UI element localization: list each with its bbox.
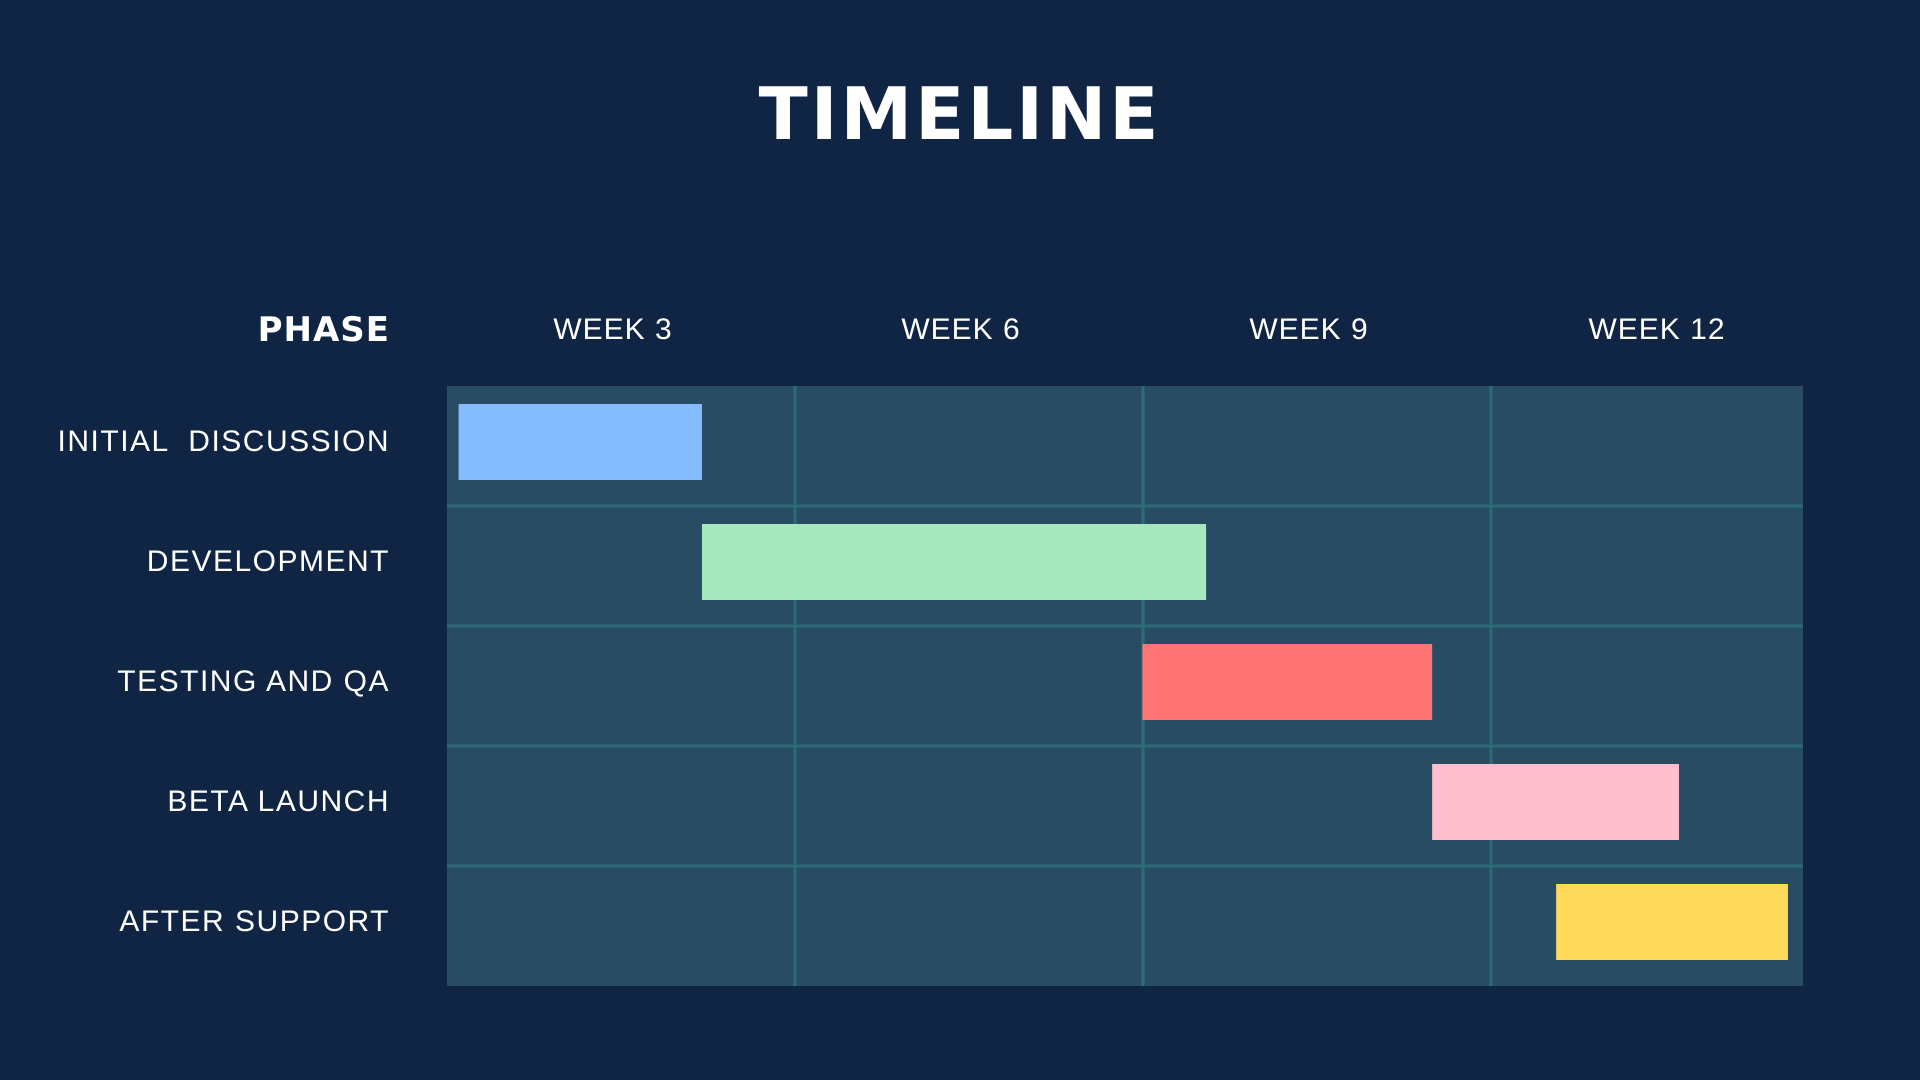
phase-label: DEVELOPMENT xyxy=(146,545,390,578)
phase-label: AFTER SUPPORT xyxy=(119,905,390,938)
phase-label: TESTING AND QA xyxy=(117,665,390,698)
gantt-bar-testing-and-qa xyxy=(1142,644,1433,720)
week-label: WEEK 9 xyxy=(1249,313,1369,346)
gantt-bar-after-support xyxy=(1556,884,1788,960)
phase-label: INITIAL DISCUSSION xyxy=(57,425,390,458)
gantt-bar-development xyxy=(701,524,1207,600)
timeline-grid xyxy=(447,386,1803,986)
timeline-grid-svg xyxy=(447,386,1803,986)
week-label: WEEK 12 xyxy=(1588,313,1726,346)
chart-title: TIMELINE xyxy=(758,72,1162,156)
phase-label: BETA LAUNCH xyxy=(167,785,390,818)
gantt-bar-initial-discussion xyxy=(458,404,702,480)
week-label: WEEK 3 xyxy=(553,313,673,346)
phase-column-header: PHASE xyxy=(257,310,390,350)
gantt-bar-beta-launch xyxy=(1432,764,1679,840)
week-label: WEEK 6 xyxy=(901,313,1021,346)
